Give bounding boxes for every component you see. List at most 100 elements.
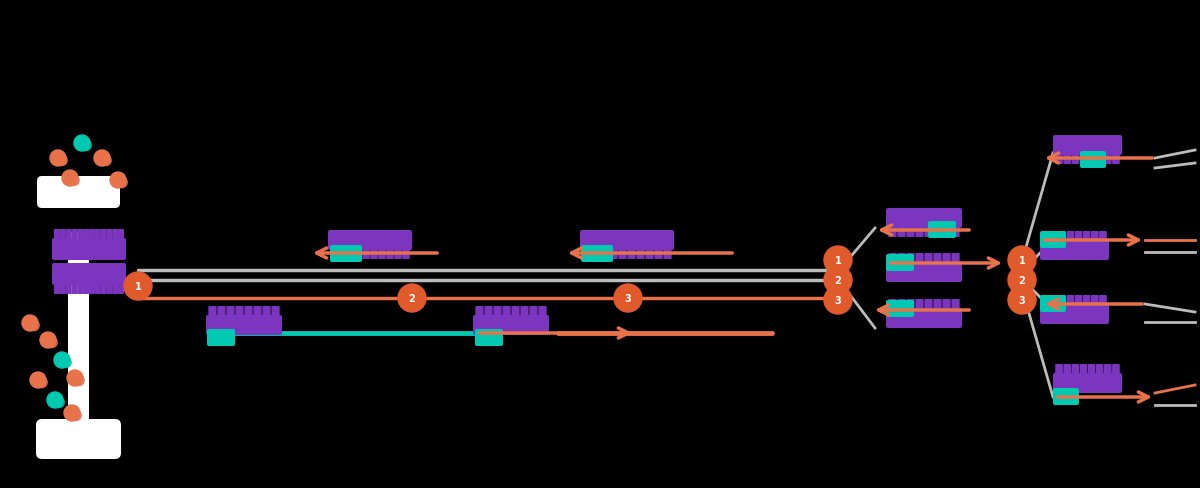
FancyBboxPatch shape <box>83 229 89 242</box>
FancyBboxPatch shape <box>1080 364 1087 376</box>
Circle shape <box>398 285 426 312</box>
FancyBboxPatch shape <box>245 306 253 318</box>
FancyBboxPatch shape <box>928 222 956 239</box>
Circle shape <box>50 151 66 167</box>
FancyBboxPatch shape <box>1112 364 1120 376</box>
FancyBboxPatch shape <box>952 299 960 311</box>
FancyBboxPatch shape <box>1112 153 1120 164</box>
Text: 3: 3 <box>1019 295 1025 305</box>
FancyBboxPatch shape <box>582 247 590 260</box>
FancyBboxPatch shape <box>95 229 101 242</box>
FancyBboxPatch shape <box>1040 305 1109 325</box>
FancyBboxPatch shape <box>386 247 394 260</box>
FancyBboxPatch shape <box>330 247 338 260</box>
Circle shape <box>824 266 852 294</box>
FancyBboxPatch shape <box>1099 295 1106 307</box>
FancyBboxPatch shape <box>338 247 346 260</box>
FancyBboxPatch shape <box>1099 231 1106 244</box>
FancyBboxPatch shape <box>1104 364 1111 376</box>
FancyBboxPatch shape <box>1055 364 1063 376</box>
Circle shape <box>47 338 58 348</box>
FancyBboxPatch shape <box>235 306 244 318</box>
FancyBboxPatch shape <box>328 230 412 250</box>
FancyBboxPatch shape <box>886 208 962 228</box>
FancyBboxPatch shape <box>52 239 126 261</box>
FancyBboxPatch shape <box>1072 364 1079 376</box>
FancyBboxPatch shape <box>888 225 896 238</box>
FancyBboxPatch shape <box>71 283 78 294</box>
FancyBboxPatch shape <box>66 283 72 294</box>
FancyBboxPatch shape <box>1096 364 1104 376</box>
FancyBboxPatch shape <box>113 283 119 294</box>
FancyBboxPatch shape <box>1087 153 1096 164</box>
FancyBboxPatch shape <box>253 306 262 318</box>
FancyBboxPatch shape <box>580 230 674 250</box>
Text: 1: 1 <box>134 282 142 291</box>
FancyBboxPatch shape <box>886 263 962 283</box>
FancyBboxPatch shape <box>898 253 906 265</box>
FancyBboxPatch shape <box>1043 231 1050 244</box>
FancyBboxPatch shape <box>36 419 121 459</box>
Circle shape <box>614 285 642 312</box>
FancyBboxPatch shape <box>1082 295 1091 307</box>
FancyBboxPatch shape <box>906 299 914 311</box>
Circle shape <box>116 178 127 188</box>
FancyBboxPatch shape <box>916 225 924 238</box>
FancyBboxPatch shape <box>1040 241 1109 261</box>
FancyBboxPatch shape <box>263 306 271 318</box>
FancyBboxPatch shape <box>395 247 402 260</box>
FancyBboxPatch shape <box>1067 295 1074 307</box>
FancyBboxPatch shape <box>347 247 354 260</box>
FancyBboxPatch shape <box>539 306 547 318</box>
FancyBboxPatch shape <box>888 253 896 265</box>
FancyBboxPatch shape <box>646 247 654 260</box>
FancyBboxPatch shape <box>1104 153 1111 164</box>
FancyBboxPatch shape <box>664 247 672 260</box>
FancyBboxPatch shape <box>511 306 520 318</box>
FancyBboxPatch shape <box>600 247 608 260</box>
FancyBboxPatch shape <box>1087 364 1096 376</box>
FancyBboxPatch shape <box>95 283 101 294</box>
FancyBboxPatch shape <box>1050 231 1058 244</box>
FancyBboxPatch shape <box>942 253 950 265</box>
FancyBboxPatch shape <box>529 306 538 318</box>
Text: 1: 1 <box>1019 256 1025 265</box>
Text: 2: 2 <box>409 293 415 304</box>
Circle shape <box>71 410 82 421</box>
FancyBboxPatch shape <box>68 232 89 430</box>
FancyBboxPatch shape <box>1067 231 1074 244</box>
FancyBboxPatch shape <box>89 283 95 294</box>
FancyBboxPatch shape <box>66 229 72 242</box>
FancyBboxPatch shape <box>898 299 906 311</box>
Circle shape <box>101 156 112 166</box>
FancyBboxPatch shape <box>916 253 924 265</box>
FancyBboxPatch shape <box>217 306 226 318</box>
FancyBboxPatch shape <box>503 306 511 318</box>
Circle shape <box>67 370 83 386</box>
FancyBboxPatch shape <box>906 253 914 265</box>
FancyBboxPatch shape <box>54 229 60 242</box>
FancyBboxPatch shape <box>1058 231 1066 244</box>
FancyBboxPatch shape <box>1054 373 1122 393</box>
FancyBboxPatch shape <box>1058 295 1066 307</box>
FancyBboxPatch shape <box>1054 136 1122 156</box>
FancyBboxPatch shape <box>209 306 217 318</box>
FancyBboxPatch shape <box>924 299 932 311</box>
Circle shape <box>61 358 71 368</box>
FancyBboxPatch shape <box>934 225 942 238</box>
FancyBboxPatch shape <box>330 245 362 263</box>
FancyBboxPatch shape <box>581 245 613 263</box>
FancyBboxPatch shape <box>101 229 107 242</box>
Circle shape <box>68 176 79 186</box>
Circle shape <box>62 171 78 186</box>
FancyBboxPatch shape <box>113 229 119 242</box>
FancyBboxPatch shape <box>618 247 626 260</box>
FancyBboxPatch shape <box>654 247 662 260</box>
FancyBboxPatch shape <box>1096 153 1104 164</box>
Circle shape <box>54 352 70 368</box>
FancyBboxPatch shape <box>77 229 83 242</box>
FancyBboxPatch shape <box>1054 388 1079 405</box>
FancyBboxPatch shape <box>1082 231 1091 244</box>
Circle shape <box>824 246 852 274</box>
FancyBboxPatch shape <box>60 283 66 294</box>
